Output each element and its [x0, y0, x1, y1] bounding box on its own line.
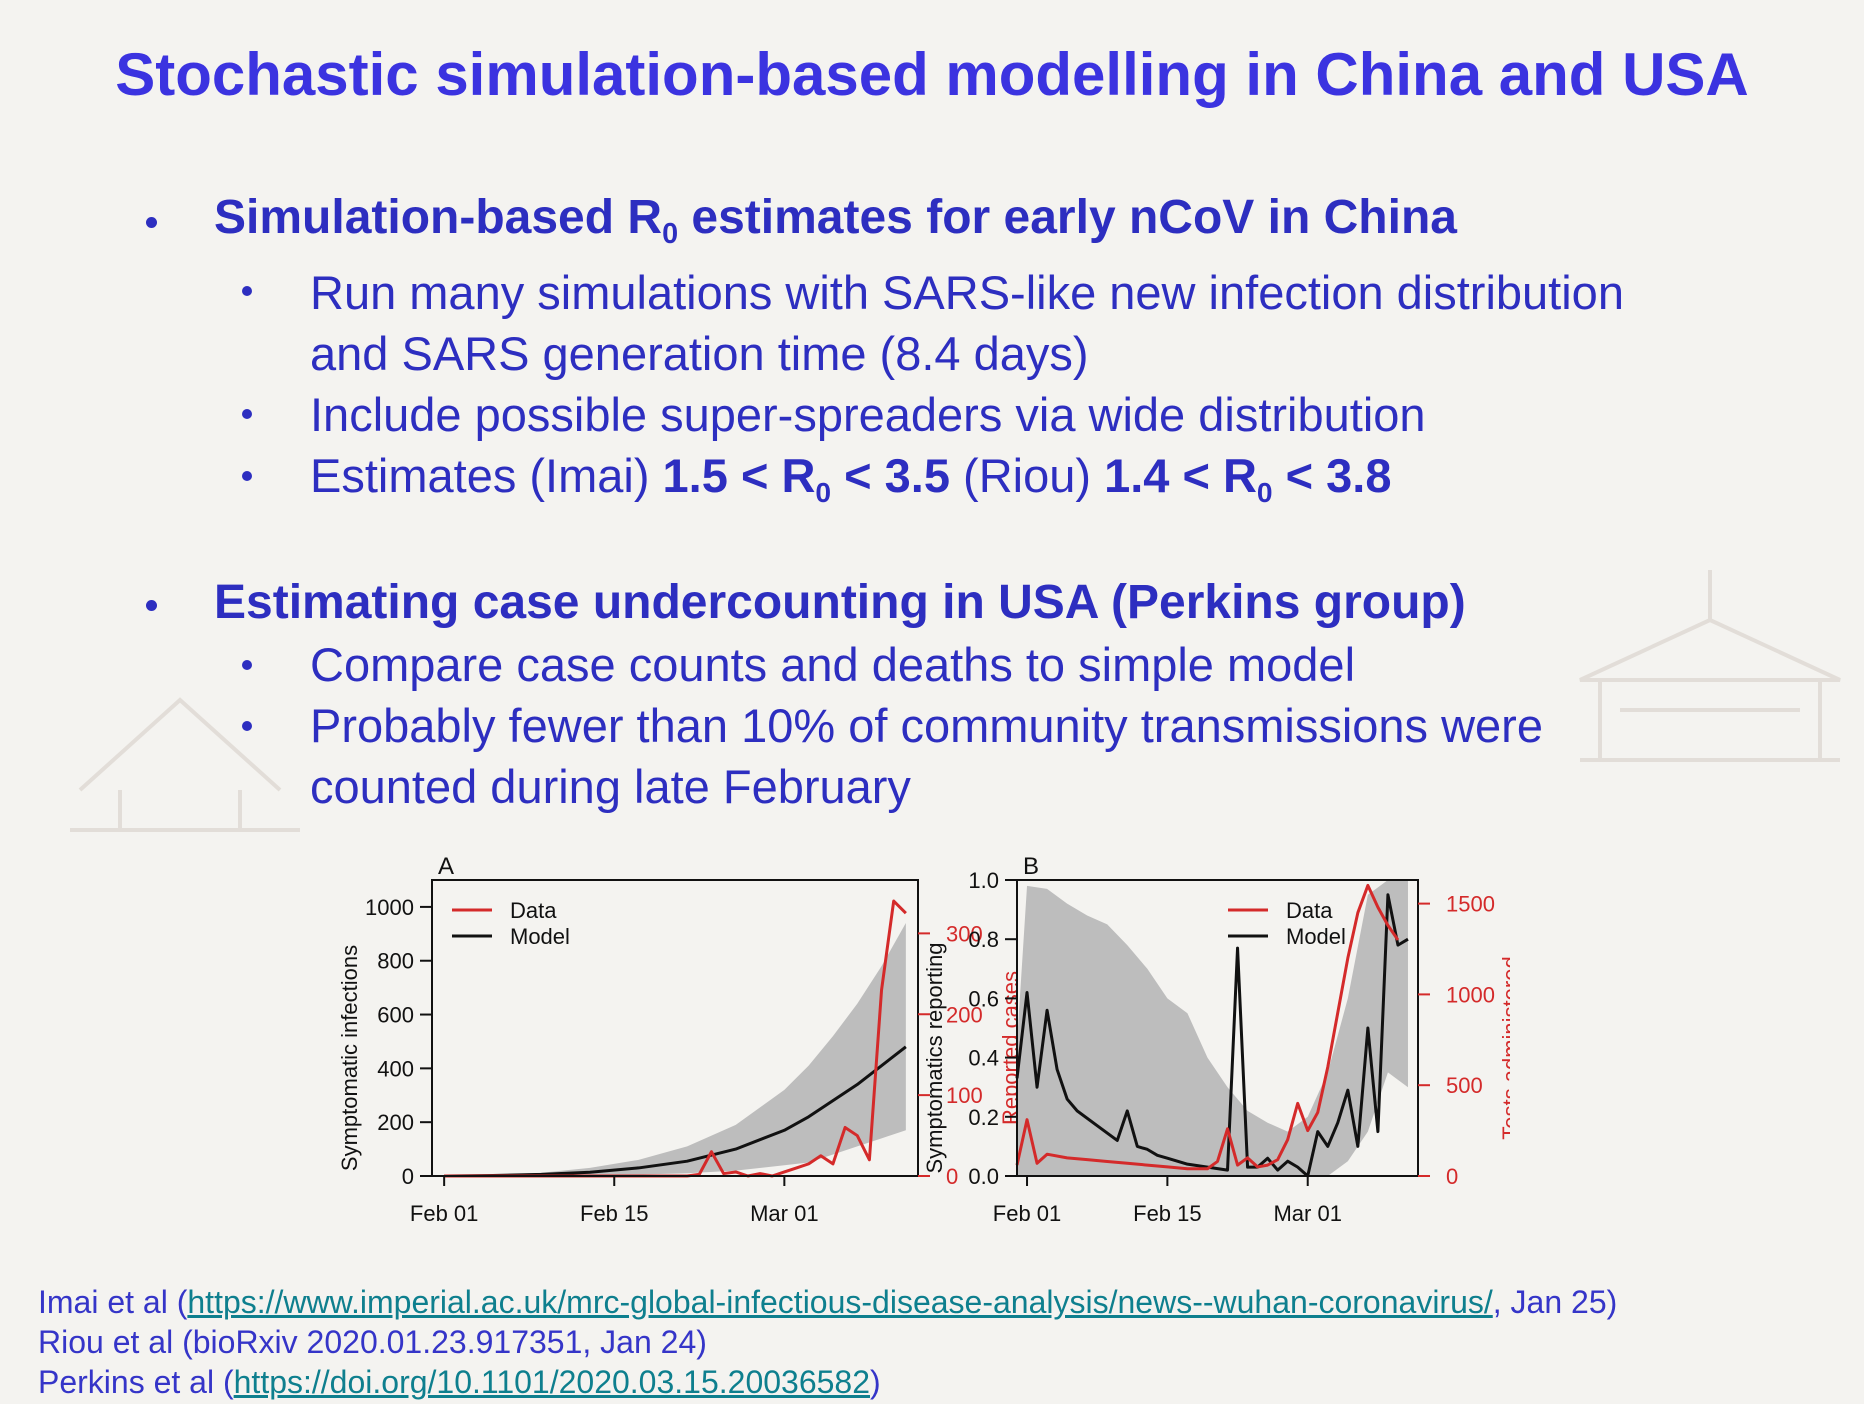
panel-b-x-tick-label: Feb 15	[1133, 1201, 1202, 1226]
sub-bullet-dot	[242, 721, 252, 731]
panel-a-model-line	[444, 1045, 907, 1178]
panel-b-y-tick-label: 0.2	[968, 1105, 999, 1130]
bullet-1-sub-3: Estimates (Imai) 1.5 < R0 < 3.5 (Riou) 1…	[310, 449, 1392, 508]
panel-b-y2-tick-label: 1000	[1446, 982, 1495, 1007]
bullet-2-sub-1: Compare case counts and deaths to simple…	[310, 638, 1356, 691]
panel-b-legend-model: Model	[1286, 924, 1346, 949]
panel-a-ylabel: Symptomatic infections	[337, 945, 362, 1171]
sub-bullet-dot	[242, 660, 252, 670]
panel-a-label: A	[438, 853, 454, 880]
panel-b-y-tick-label: 0.4	[968, 1046, 999, 1071]
panel-b-x-tick-label: Mar 01	[1273, 1201, 1341, 1226]
panel-a-y2-tick-label: 300	[946, 921, 983, 946]
panel-b-x-tick-label: Feb 01	[993, 1201, 1062, 1226]
panel-b-frame	[1016, 879, 1419, 1177]
panel-a-y-tick-label: 600	[377, 1003, 414, 1028]
bullet-2-sub-2-line-2: counted during late February	[310, 760, 911, 813]
reference-riou: Riou et al (bioRxiv 2020.01.23.917351, J…	[38, 1324, 707, 1360]
bullet-dot	[146, 600, 157, 611]
panel-a-y2-tick-label: 0	[946, 1164, 958, 1189]
panel-a-legend-model: Model	[510, 924, 570, 949]
bullet-2-heading: Estimating case undercounting in USA (Pe…	[214, 576, 1466, 629]
sub-bullet-dot	[242, 286, 252, 296]
watermark-building-right	[1579, 570, 1841, 762]
panel-a-x-tick-label: Feb 01	[410, 1201, 479, 1226]
panel-a-y2-tick-label: 200	[946, 1002, 983, 1027]
sub-bullet-dot	[242, 471, 252, 481]
panel-b-ylabel-right: Tests administered	[1498, 956, 1510, 1139]
reference-perkins: Perkins et al (https://doi.org/10.1101/2…	[38, 1364, 881, 1400]
panel-a-y-tick-label: 200	[377, 1110, 414, 1135]
panel-a-x-tick-label: Feb 15	[580, 1201, 649, 1226]
bullet-1-sub-1-line-1: Run many simulations with SARS-like new …	[310, 266, 1624, 319]
bullet-1-sub-1-line-2: and SARS generation time (8.4 days)	[310, 327, 1089, 380]
panel-b-legend-data: Data	[1286, 898, 1333, 923]
panel-b-y2-tick-label: 500	[1446, 1073, 1483, 1098]
panel-a-frame	[431, 879, 919, 1177]
bullet-1-sub-2: Include possible super-spreaders via wid…	[310, 388, 1426, 441]
references: Imai et al (https://www.imperial.ac.uk/m…	[38, 1282, 1617, 1402]
reference-imai-link[interactable]: https://www.imperial.ac.uk/mrc-global-in…	[187, 1284, 1493, 1320]
panel-a-x-tick-label: Mar 01	[750, 1201, 818, 1226]
panel-b-model-line	[1015, 893, 1409, 1178]
reference-imai: Imai et al (https://www.imperial.ac.uk/m…	[38, 1284, 1618, 1320]
watermark-building-left	[70, 697, 300, 832]
panel-b-y-tick-label: 0.6	[968, 986, 999, 1011]
bullet-dot	[146, 217, 157, 228]
panel-b-model-band	[1017, 880, 1408, 1176]
bullet-1-heading: Simulation-based R0 estimates for early …	[214, 191, 1457, 251]
bullet-2-sub-2-line-1: Probably fewer than 10% of community tra…	[310, 699, 1543, 752]
panel-b-y2-tick-label: 0	[1446, 1164, 1458, 1189]
panel-b-y-tick-label: 0.8	[968, 927, 999, 952]
charts-figure: A 0 200 400 600 800 1000 0 100 200 300 Feb 01 Feb 15…	[337, 853, 1510, 1226]
panel-b-y-tick-label: 1.0	[968, 868, 999, 893]
panel-a-y-tick-label: 400	[377, 1056, 414, 1081]
panel-a-y-tick-label: 0	[402, 1164, 414, 1189]
panel-a-y2-tick-label: 100	[946, 1083, 983, 1108]
panel-b-y-tick-label: 0.0	[968, 1164, 999, 1189]
reference-perkins-link[interactable]: https://doi.org/10.1101/2020.03.15.20036…	[233, 1364, 871, 1400]
panel-b-ylabel: Symptomatics reporting	[922, 942, 947, 1173]
panel-b-label: B	[1023, 853, 1039, 880]
panel-a-model-band	[444, 923, 906, 1176]
slide-title: Stochastic simulation-based modelling in…	[115, 41, 1749, 108]
sub-bullet-dot	[242, 409, 252, 419]
panel-b-data-line	[1015, 883, 1400, 1171]
panel-a-y-tick-label: 1000	[365, 895, 414, 920]
panel-b-y2-tick-label: 1500	[1446, 892, 1495, 917]
panel-a-legend-data: Data	[510, 898, 557, 923]
panel-a-y-tick-label: 800	[377, 949, 414, 974]
